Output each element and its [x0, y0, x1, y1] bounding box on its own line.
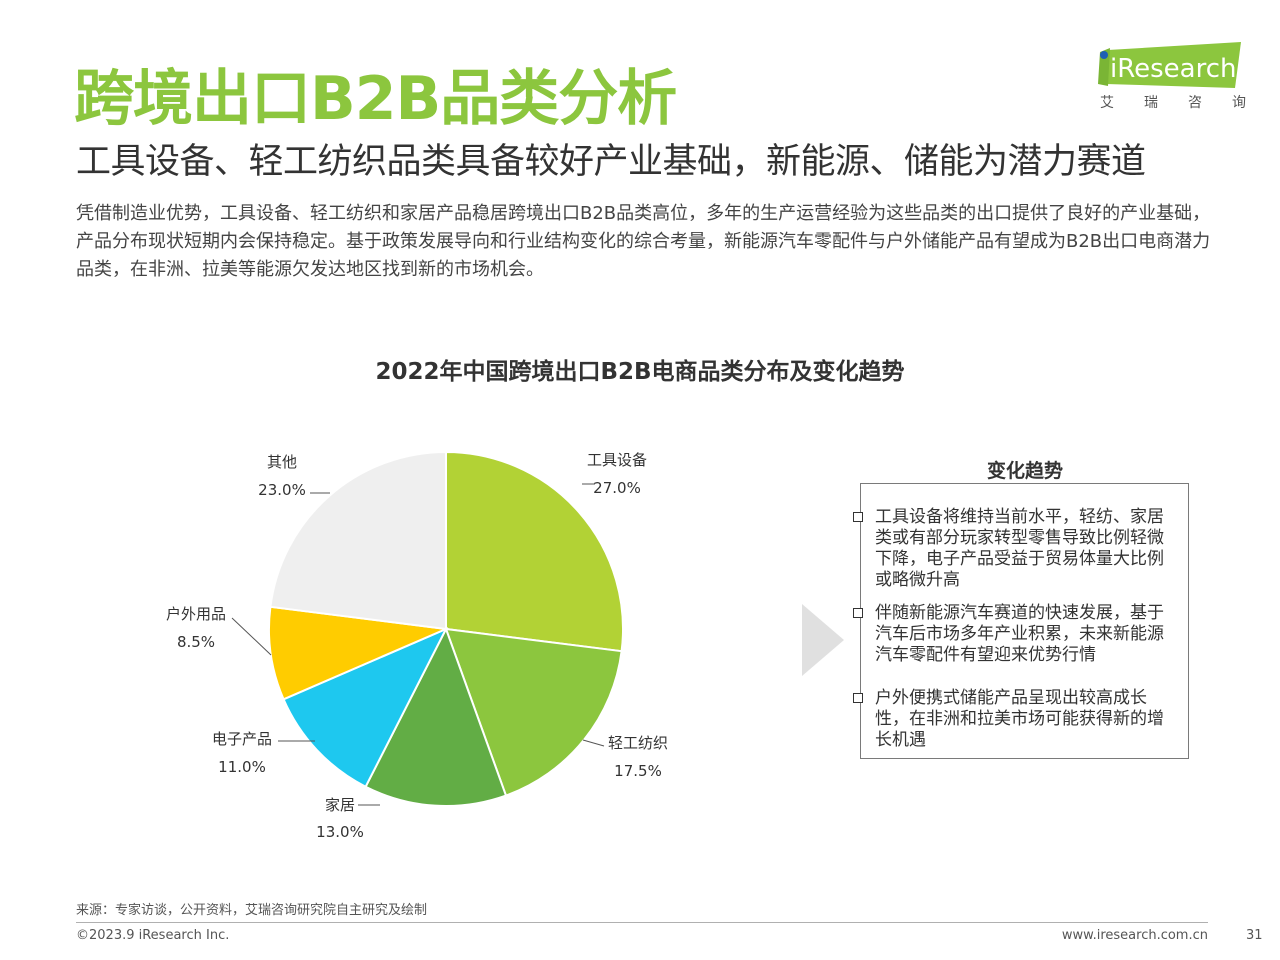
source-note: 来源：专家访谈，公开资料，艾瑞咨询研究院自主研究及绘制	[76, 903, 428, 918]
pie-slice	[269, 450, 447, 631]
slice-value-label: 23.0%	[258, 481, 306, 499]
checkbox-bullet-icon	[853, 693, 863, 703]
slice-value-label: 8.5%	[177, 633, 215, 651]
pie-slice	[444, 627, 623, 797]
slice-label: 电子产品	[212, 730, 272, 748]
triangle-arrow-icon	[802, 604, 844, 676]
slice-value-label: 11.0%	[218, 758, 266, 776]
logo-tag-char: 艾	[1100, 95, 1114, 111]
slice-label: 其他	[267, 453, 297, 471]
logo-tag-char: 询	[1232, 95, 1246, 111]
slice-value-label: 27.0%	[593, 479, 641, 497]
checkbox-bullet-icon	[853, 512, 863, 522]
page-number: 31	[1246, 928, 1263, 943]
slice-label: 家居	[325, 796, 355, 814]
page-title: 跨境出口B2B品类分析	[74, 64, 677, 134]
leader-line	[231, 617, 272, 656]
pie-chart: 工具设备 27.0% 轻工纺织 17.5% 家居 13.0% 电子产品 11.0% 户外用品 8.…	[166, 450, 668, 841]
page-subtitle: 工具设备、轻工纺织品类具备较好产业基础，新能源、储能为潜力赛道	[76, 142, 1146, 182]
trend-item: 工具设备将维持当前水平，轻纺、家居类或有部分玩家转型零售导致比例轻微下降，电子产…	[875, 507, 1164, 590]
chart-title: 2022年中国跨境出口B2B电商品类分布及变化趋势	[375, 359, 905, 385]
pie-slice	[445, 450, 624, 653]
footer-divider	[76, 922, 1208, 923]
logo-tag-char: 咨	[1188, 95, 1202, 111]
trend-title: 变化趋势	[986, 460, 1063, 482]
iresearch-logo: iResearch	[1098, 42, 1241, 88]
pie-slice	[364, 626, 508, 807]
logo-wordmark: iResearch	[1110, 54, 1236, 84]
checkbox-bullet-icon	[853, 608, 863, 618]
pie-slice	[268, 605, 450, 701]
trend-item: 伴随新能源汽车赛道的快速发展，基于汽车后市场多年产业积累，未来新能源汽车零配件有…	[875, 603, 1164, 665]
slice-label: 户外用品	[166, 605, 226, 623]
pie-slice	[282, 626, 449, 789]
logo-tagline: 艾 瑞 咨 询	[1100, 92, 1246, 112]
website-link[interactable]: www.iresearch.com.cn	[1061, 928, 1208, 943]
trend-item: 户外便携式储能产品呈现出较高成长性，在非洲和拉美市场可能获得新的增长机遇	[875, 688, 1164, 750]
logo-tag-char: 瑞	[1144, 95, 1158, 111]
slice-value-label: 17.5%	[614, 762, 662, 780]
copyright: ©2023.9 iResearch Inc.	[76, 928, 230, 943]
slice-value-label: 13.0%	[316, 823, 364, 841]
slice-label: 轻工纺织	[608, 734, 668, 752]
slice-label: 工具设备	[587, 451, 647, 469]
leader-line	[582, 739, 605, 747]
intro-paragraph: 凭借制造业优势，工具设备、轻工纺织和家居产品稳居跨境出口B2B品类高位，多年的生…	[76, 203, 1211, 280]
trend-box	[860, 483, 1189, 759]
